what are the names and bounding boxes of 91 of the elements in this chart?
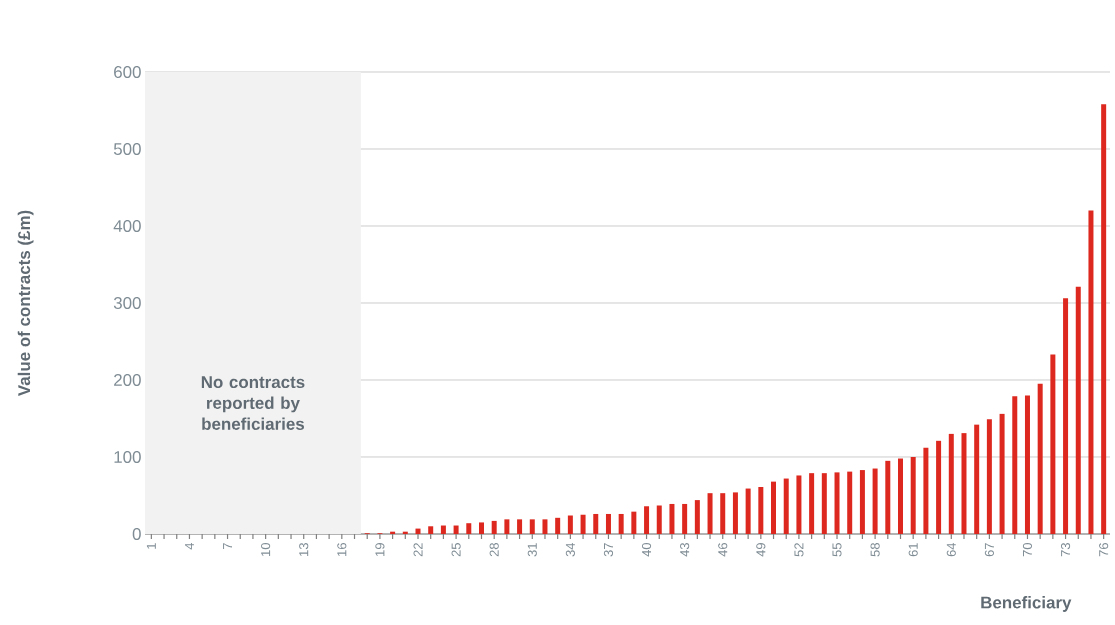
bar [859,470,865,534]
bar [694,500,700,534]
bar [428,526,434,534]
bar [1088,210,1094,534]
bar [478,522,484,534]
x-tick-label: 40 [641,543,652,557]
bar [491,520,497,534]
bar [529,519,535,534]
bar [504,519,510,534]
bar [732,492,738,534]
bar [555,517,561,534]
bar [834,472,840,534]
x-tick-label: 61 [908,543,918,557]
bar [440,525,446,534]
y-tick-label: 400 [113,219,141,232]
bar [783,478,789,534]
bar [453,525,459,534]
x-tick-label: 43 [680,543,690,557]
y-tick-label: 500 [113,142,141,155]
bar [618,513,624,534]
x-tick-label: 76 [1099,543,1109,557]
bar [809,473,815,534]
x-tick-label: 22 [413,543,423,557]
bar [923,447,929,534]
x-tick-label: 31 [527,543,537,557]
bar [1075,286,1081,534]
x-tick-label: 25 [451,543,461,557]
x-tick-label: 55 [832,543,842,557]
y-tick-label: 600 [114,65,141,78]
bar [682,503,688,534]
x-tick-label: 7 [223,543,232,550]
bar [605,513,611,534]
bar [707,493,713,534]
bar [1101,104,1107,534]
x-tick-label: 37 [603,543,614,557]
x-tick-label: 19 [375,543,385,556]
x-tick-label: 4 [185,542,194,550]
x-tick-label: 70 [1022,543,1033,557]
x-tick-label: 1 [146,543,156,549]
bar [796,475,802,534]
bar [936,440,942,534]
bar [1037,383,1043,534]
bar [961,433,967,534]
bar [593,513,599,534]
x-tick-label: 16 [337,543,347,556]
bar [745,488,751,534]
bar [999,413,1005,534]
bar [1063,298,1069,534]
x-tick-label: 67 [984,543,994,557]
bar [771,481,777,534]
bar [631,511,637,534]
bar [720,493,726,534]
bar [415,528,421,534]
bar [1012,396,1018,534]
x-tick-label: 46 [718,543,728,557]
x-tick-label: 13 [299,543,309,556]
bar [542,519,548,534]
y-tick-label: 100 [114,450,141,463]
bar [974,424,980,534]
bar [898,458,903,534]
y-tick-label: 200 [114,373,141,386]
band-label: No contracts reported by beneficiaries [201,376,305,430]
bar [758,487,764,534]
bar [872,468,878,534]
x-tick-label: 49 [756,543,766,557]
bar [986,419,992,534]
bar [948,433,954,534]
bar [910,456,916,534]
x-tick-label: 73 [1060,543,1071,557]
bar [656,505,662,534]
bar [847,471,853,534]
bar [580,514,586,534]
bar [567,515,573,534]
x-tick-label: 52 [794,543,804,557]
bar [669,503,675,534]
bar [466,523,472,534]
bar [517,519,523,534]
x-axis-title: Beneficiary [981,596,1072,612]
x-tick-label: 34 [565,542,575,557]
y-axis-title: Value of contracts (£m) [17,210,34,397]
bar [821,473,827,534]
x-tick-label: 58 [870,543,880,557]
bar [885,460,891,534]
x-tick-label: 64 [946,542,956,557]
bar [1024,395,1030,534]
y-tick-label: 300 [113,296,141,309]
bar [644,506,650,534]
y-tick-label: 0 [132,527,141,540]
x-tick-label: 10 [261,543,271,556]
bar [1050,354,1056,534]
x-tick-label: 28 [489,543,499,557]
